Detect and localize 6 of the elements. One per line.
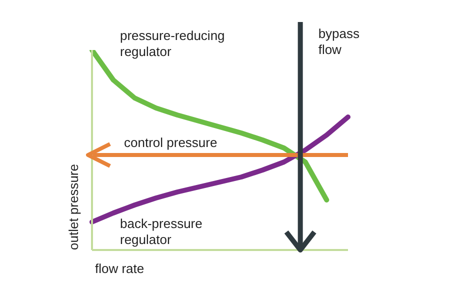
series-label: back-pressure regulator xyxy=(120,216,202,247)
y-axis-title: outlet pressure xyxy=(66,164,81,250)
ref-line-label: control pressure xyxy=(124,135,218,150)
x-axis-title: flow rate xyxy=(95,261,144,276)
series-label: pressure-reducing regulator xyxy=(120,28,225,59)
annotation: bypass flow xyxy=(318,26,360,57)
